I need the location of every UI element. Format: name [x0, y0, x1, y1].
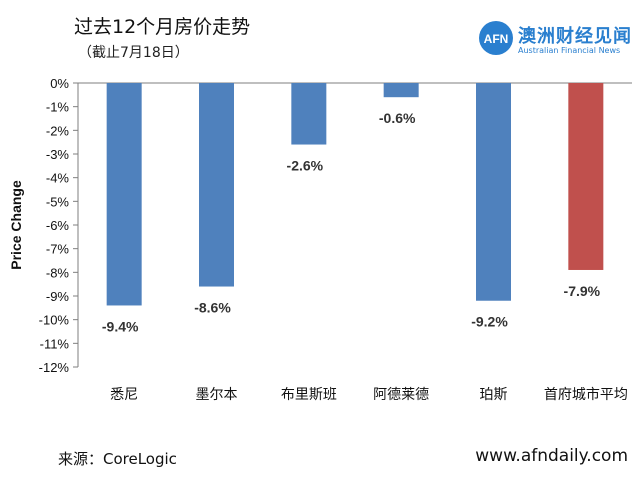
brand-name-cn: 澳洲财经见闻: [518, 26, 632, 47]
x-tick-label: 首府城市平均: [544, 386, 628, 403]
x-tick-label: 阿德莱德: [373, 387, 429, 403]
y-tick-label: -3%: [46, 147, 70, 162]
y-tick-label: -7%: [46, 242, 70, 257]
y-axis-label: Price Change: [8, 180, 24, 270]
afn-logo-icon: AFN: [479, 21, 513, 55]
bar: [383, 83, 419, 98]
y-tick-label: -10%: [39, 313, 70, 328]
bar: [106, 83, 142, 306]
x-tick-label: 悉尼: [110, 387, 138, 403]
bar: [291, 83, 327, 145]
y-tick-label: -2%: [46, 123, 70, 138]
y-tick-label: -9%: [46, 289, 70, 304]
x-tick-labels: 悉尼 墨尔本 布里斯班 阿德莱德 珀斯 首府城市平均: [110, 386, 628, 403]
data-label: -0.6%: [379, 110, 416, 126]
y-tick-label: -1%: [46, 100, 70, 115]
data-label: -7.9%: [564, 283, 601, 299]
data-label: -9.2%: [471, 314, 508, 330]
data-label: -8.6%: [194, 300, 231, 316]
y-tick-label: -5%: [46, 194, 70, 209]
x-tick-label: 墨尔本: [196, 387, 238, 403]
y-tick-label: -6%: [46, 218, 70, 233]
bars: [106, 83, 604, 306]
y-axis: 0% -1% -2% -3% -4% -5% -6% -7% -8% -9% -10% -11% -12…: [39, 76, 632, 375]
y-tick-label: -11%: [40, 336, 70, 351]
y-tick-label: -12%: [39, 360, 70, 375]
value-labels: -9.4% -8.6% -2.6% -0.6% -9.2% -7.9%: [102, 110, 601, 334]
brand-name-en: Australian Financial News: [518, 46, 621, 55]
data-label: -9.4%: [102, 318, 139, 334]
bar: [568, 83, 604, 270]
brand-logo-block: AFN 澳洲财经见闻 Australian Financial News: [478, 20, 638, 60]
bar: [476, 83, 511, 301]
y-tick-label: -8%: [46, 265, 70, 280]
website-link[interactable]: www.afndaily.com: [475, 446, 628, 466]
y-tick-label: 0%: [50, 76, 69, 91]
data-label: -2.6%: [287, 158, 324, 174]
chart-subtitle: （截止7月18日）: [78, 45, 189, 61]
y-tick-label: -4%: [46, 171, 70, 186]
bar: [199, 83, 234, 287]
x-tick-label: 珀斯: [480, 387, 508, 403]
logo-text: AFN: [484, 32, 509, 46]
source-note: 来源：CoreLogic: [58, 450, 177, 468]
x-tick-label: 布里斯班: [281, 387, 337, 403]
chart-title: 过去12个月房价走势: [74, 16, 251, 38]
